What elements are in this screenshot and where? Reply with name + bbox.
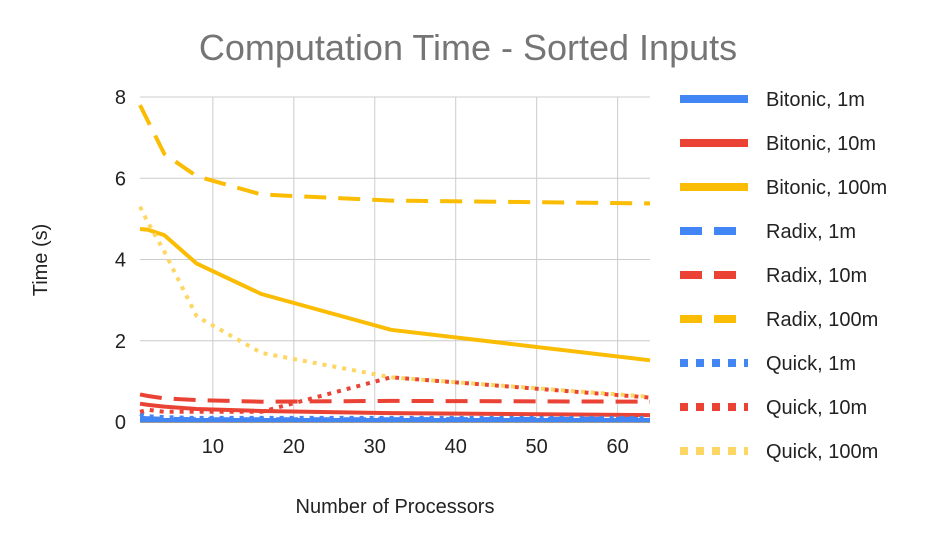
legend-label: Quick, 100m <box>766 441 878 463</box>
legend-label: Quick, 1m <box>766 353 856 375</box>
legend-label: Radix, 10m <box>766 265 867 287</box>
legend-label: Radix, 100m <box>766 309 878 331</box>
legend-label: Bitonic, 1m <box>766 89 865 111</box>
x-tick-label: 50 <box>526 436 548 458</box>
y-tick-label: 8 <box>115 87 126 109</box>
series-line-quick-100m <box>138 205 651 399</box>
series-line-bitonic-10m <box>139 401 651 418</box>
x-tick-label: 20 <box>283 436 305 458</box>
x-tick-label: 30 <box>364 436 386 458</box>
x-axis-label: Number of Processors <box>296 496 495 518</box>
y-axis-ticks: 0 2 4 6 8 <box>115 87 126 434</box>
series-line-radix-10m <box>139 392 651 404</box>
series-line-quick-1m <box>139 411 650 420</box>
grid <box>140 96 650 423</box>
series-line-bitonic-100m <box>139 227 651 363</box>
y-tick-label: 0 <box>115 412 126 434</box>
legend: Bitonic, 1m Bitonic, 10m Bitonic, 100m Radi… <box>680 89 887 463</box>
y-axis-label: Time (s) <box>30 224 52 297</box>
x-tick-label: 40 <box>445 436 467 458</box>
series-line-radix-100m <box>138 104 651 206</box>
legend-label: Quick, 10m <box>766 397 867 419</box>
y-tick-label: 2 <box>115 331 126 353</box>
x-axis-ticks: 10 20 30 40 50 60 <box>202 436 629 458</box>
legend-label: Bitonic, 100m <box>766 177 887 199</box>
y-tick-label: 6 <box>115 168 126 190</box>
legend-label: Bitonic, 10m <box>766 133 876 155</box>
chart-title: Computation Time - Sorted Inputs <box>199 27 737 68</box>
x-tick-label: 10 <box>202 436 224 458</box>
series-lines <box>138 104 651 422</box>
series-line-quick-10m <box>139 375 651 414</box>
y-tick-label: 4 <box>115 250 126 272</box>
legend-label: Radix, 1m <box>766 221 856 243</box>
x-tick-label: 60 <box>606 436 628 458</box>
